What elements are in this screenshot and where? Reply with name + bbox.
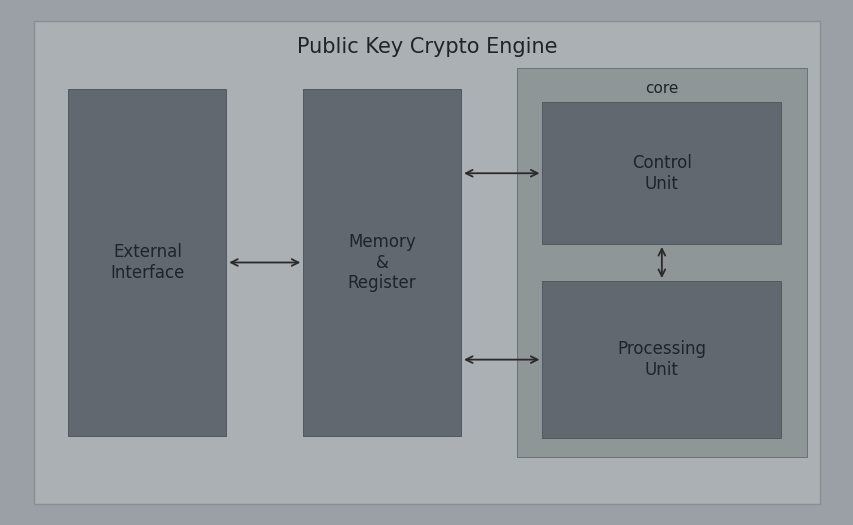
Text: External
Interface: External Interface [110, 243, 184, 282]
Text: Processing
Unit: Processing Unit [617, 340, 705, 379]
FancyBboxPatch shape [516, 68, 806, 457]
FancyBboxPatch shape [542, 281, 780, 438]
FancyBboxPatch shape [68, 89, 226, 436]
Text: Memory
&
Register: Memory & Register [347, 233, 416, 292]
Text: Control
Unit: Control Unit [631, 154, 691, 193]
Text: Public Key Crypto Engine: Public Key Crypto Engine [296, 37, 557, 57]
FancyBboxPatch shape [303, 89, 461, 436]
FancyBboxPatch shape [542, 102, 780, 244]
FancyBboxPatch shape [34, 21, 819, 504]
Text: core: core [644, 81, 678, 97]
